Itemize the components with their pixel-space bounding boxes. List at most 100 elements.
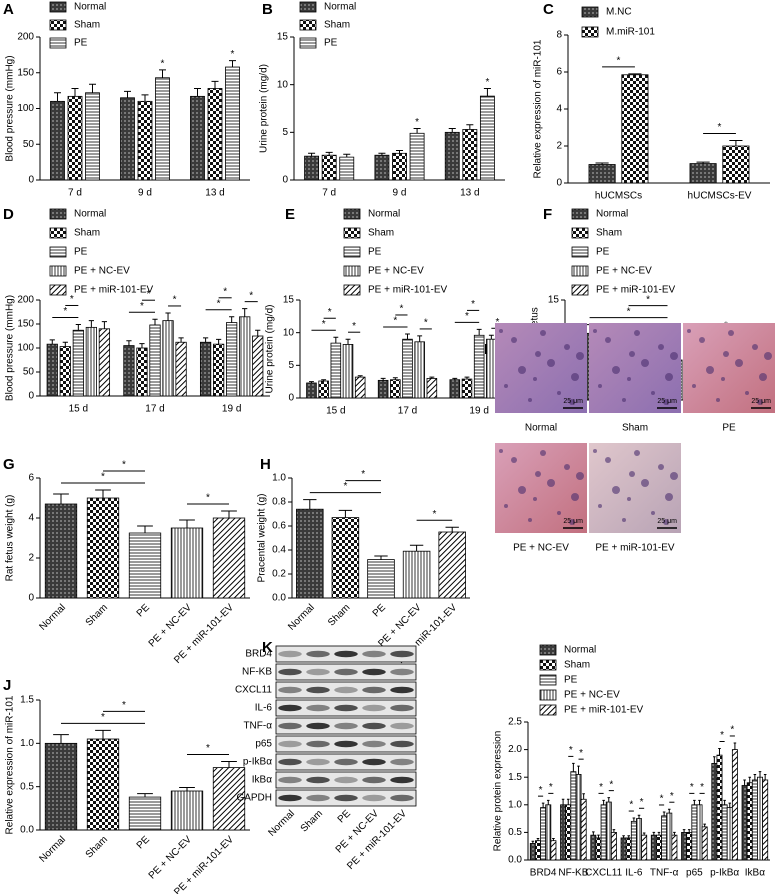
bar xyxy=(595,837,602,861)
bar xyxy=(731,749,738,861)
nucleus xyxy=(687,329,691,333)
nucleus xyxy=(593,329,597,333)
y-tick-label: 0.0 xyxy=(20,825,34,836)
significance-mark: * xyxy=(101,712,105,723)
y-tick-label: 100 xyxy=(17,103,34,114)
blot-strip xyxy=(275,681,417,699)
blot-band xyxy=(390,650,414,658)
y-axis-label: Blood pressure (mmHg) xyxy=(5,295,16,401)
blot-band xyxy=(334,668,358,676)
significance-mark: * xyxy=(579,748,583,759)
nucleus xyxy=(557,511,561,515)
legend-label: PE + NC-EV xyxy=(564,690,620,701)
legend-label: PE + miR-101-EV xyxy=(74,285,154,296)
blot-band xyxy=(334,740,358,748)
panel-letter: D xyxy=(3,206,14,223)
significance-mark: * xyxy=(660,794,664,805)
significance-mark: * xyxy=(646,294,650,305)
legend-swatch xyxy=(581,26,599,38)
nucleus xyxy=(547,479,555,487)
image-caption: PE + miR-101-EV xyxy=(595,543,675,554)
y-tick-label: 0 xyxy=(282,175,288,186)
bar xyxy=(605,801,612,861)
nucleus xyxy=(627,497,631,501)
bar xyxy=(686,832,693,861)
x-tick-label: p65 xyxy=(686,868,703,879)
error-bar xyxy=(139,343,145,348)
y-tick-label: 0 xyxy=(28,593,34,604)
y-tick-label: 10 xyxy=(277,79,289,90)
bar xyxy=(213,343,225,397)
nucleus xyxy=(651,511,655,515)
scale-label: 25 μm xyxy=(657,518,677,525)
significance-mark: * xyxy=(627,306,631,317)
x-tick-label: NF-KB xyxy=(558,868,588,879)
nucleus xyxy=(692,384,696,388)
histology-image xyxy=(589,443,681,533)
bar xyxy=(550,840,557,861)
bar xyxy=(726,807,733,861)
error-bar xyxy=(345,338,351,345)
bar xyxy=(162,320,174,397)
error-bar xyxy=(242,308,248,317)
legend-swatch xyxy=(343,208,361,220)
legend-label: PE + miR-101-EV xyxy=(596,285,676,296)
nucleus xyxy=(634,450,640,456)
y-tick-label: 0.5 xyxy=(20,781,34,792)
nucleus xyxy=(629,471,635,477)
y-tick-label: 2.5 xyxy=(508,717,522,728)
nucleus xyxy=(663,399,669,405)
x-tick-label: TNF-α xyxy=(650,868,679,879)
image-caption: Sham xyxy=(622,423,648,434)
bar xyxy=(175,341,187,397)
bar xyxy=(392,152,407,181)
error-bar xyxy=(309,381,314,383)
blot-band xyxy=(390,794,414,802)
error-bar xyxy=(179,519,195,528)
y-tick-label: 6 xyxy=(28,473,34,484)
blot-band xyxy=(334,794,358,802)
bar xyxy=(641,834,648,861)
image-caption: PE + NC-EV xyxy=(513,543,569,554)
significance-mark: * xyxy=(223,286,227,297)
legend-label: Normal xyxy=(74,2,106,13)
nucleus xyxy=(641,479,649,487)
bar xyxy=(621,74,649,184)
bar xyxy=(354,376,366,399)
significance-mark: * xyxy=(569,745,573,756)
blot-row-label: p65 xyxy=(255,739,272,750)
error-bar xyxy=(483,87,491,97)
bar xyxy=(367,559,395,599)
legend-swatch xyxy=(539,644,557,656)
error-bar xyxy=(413,128,421,134)
y-tick-label: 1.5 xyxy=(508,772,522,783)
nucleus xyxy=(622,398,626,402)
x-tick-label: PE xyxy=(371,602,388,619)
error-bar xyxy=(338,509,353,518)
y-tick-label: 0.5 xyxy=(508,827,522,838)
x-tick-label: 19 d xyxy=(469,406,488,417)
bar xyxy=(331,517,360,599)
x-tick-label: 13 d xyxy=(460,188,479,199)
x-tick-label: IkBα xyxy=(745,868,765,879)
error-bar xyxy=(531,840,535,844)
bar xyxy=(207,88,223,181)
bar xyxy=(377,379,389,399)
y-tick-label: 1.0 xyxy=(20,738,34,749)
error-bar xyxy=(476,328,482,336)
blot-band xyxy=(278,758,302,766)
nucleus xyxy=(499,449,503,453)
legend-swatch xyxy=(581,6,599,18)
x-tick-label: Normal xyxy=(37,602,68,633)
significance-mark: * xyxy=(471,299,475,310)
blot-band xyxy=(278,794,302,802)
nucleus xyxy=(629,351,635,357)
bar xyxy=(330,342,342,399)
histology-image xyxy=(495,323,587,413)
significance-mark: * xyxy=(322,319,326,330)
significance-mark: * xyxy=(730,725,734,736)
panel-letter: C xyxy=(543,1,554,18)
significance-mark: * xyxy=(161,59,165,70)
bar xyxy=(671,834,678,861)
